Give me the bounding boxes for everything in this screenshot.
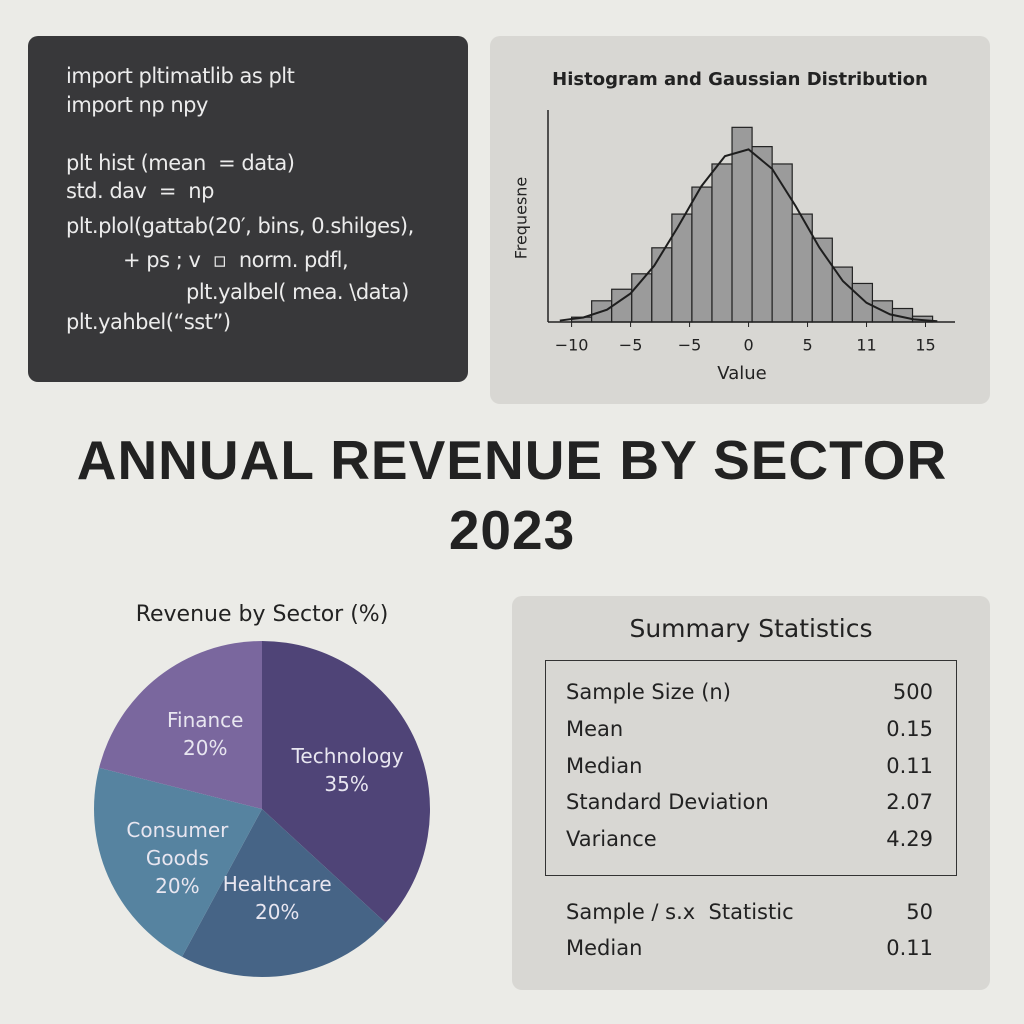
stat-value: 0.15 xyxy=(886,717,933,741)
stats-title: Summary Statistics xyxy=(629,614,873,643)
page-title: ANNUAL REVENUE BY SECTOR xyxy=(76,429,948,491)
slice-category: Technology xyxy=(291,743,404,768)
stat-value: 4.29 xyxy=(886,827,933,851)
pie-slice xyxy=(99,640,263,809)
histogram-bar xyxy=(711,163,733,323)
histogram-bar xyxy=(831,266,853,323)
stat-value: 2.07 xyxy=(886,790,933,814)
stat-label: Mean xyxy=(566,717,624,741)
code-line: plt.yalbel( mea. \data) xyxy=(186,280,409,304)
code-line: plt hist (mean = data) xyxy=(66,151,295,175)
slice-value: 20% xyxy=(183,736,228,761)
histogram-bar xyxy=(771,163,793,323)
histogram-bar xyxy=(691,186,713,323)
slice-label: Healthcare 20% xyxy=(212,870,342,926)
stat-value: 0.11 xyxy=(886,754,933,778)
histogram-bar xyxy=(751,146,773,323)
x-tick-label: −10 xyxy=(555,336,589,355)
stats-box xyxy=(545,660,957,876)
pie-slice xyxy=(262,641,431,923)
code-line: std. dav = np xyxy=(66,179,214,203)
page-title-year: 2023 xyxy=(448,499,576,561)
slice-label: Consumer Goods 20% xyxy=(112,816,242,900)
histogram-bar xyxy=(731,126,753,323)
stat-value: 0.11 xyxy=(886,936,933,960)
slice-value: 20% xyxy=(254,900,300,925)
stat-label: Sample Size (n) xyxy=(566,680,731,704)
slice-label: Finance 20% xyxy=(140,706,270,762)
stat-label: Median xyxy=(566,936,643,960)
x-tick-label: 5 xyxy=(802,336,812,355)
histogram-bar xyxy=(851,282,874,323)
code-line: plt.plol(gattab(20′, bins, 0.shilges), xyxy=(66,214,414,238)
slice-value: 35% xyxy=(324,771,369,796)
stats-panel: Summary Statistics xyxy=(512,596,990,990)
y-axis-label: Frequesne xyxy=(512,177,531,260)
slice-category: Healthcare xyxy=(222,872,332,897)
slice-value: 20% xyxy=(155,874,200,899)
chart-title: Revenue by Sector (%) xyxy=(136,602,389,627)
x-tick-label: 15 xyxy=(915,336,935,355)
code-line: + ps ; v ▫ norm. pdfl, xyxy=(123,248,349,272)
stat-label: Variance xyxy=(566,827,657,851)
code-line: plt.yahbel(“sst”) xyxy=(66,310,231,334)
x-tick-label: −5 xyxy=(619,336,643,355)
stat-label: Median xyxy=(566,754,643,778)
code-panel: import pltimatlib as plt import np npy p… xyxy=(28,36,468,382)
pie-slice xyxy=(182,809,386,977)
stat-value: 50 xyxy=(906,900,933,924)
code-line: import np npy xyxy=(66,93,208,117)
x-tick-label: 11 xyxy=(856,336,876,355)
x-tick-label: −5 xyxy=(678,336,702,355)
gaussian-curve xyxy=(559,148,938,323)
code-line: import pltimatlib as plt xyxy=(66,64,295,88)
x-axis-label: Value xyxy=(717,363,766,384)
histogram-bar xyxy=(651,247,673,323)
stat-value: 500 xyxy=(892,680,933,704)
slice-category: Finance xyxy=(166,708,244,733)
slice-category: Consumer Goods xyxy=(126,818,229,871)
chart-title: Histogram and Gaussian Distribution xyxy=(552,69,928,90)
x-tick-label: 0 xyxy=(743,336,753,355)
stat-label: Sample / s.x Statistic xyxy=(566,900,794,924)
slice-label: Technology 35% xyxy=(282,742,412,798)
stat-label: Standard Deviation xyxy=(566,790,769,814)
pie-slice xyxy=(94,767,262,957)
